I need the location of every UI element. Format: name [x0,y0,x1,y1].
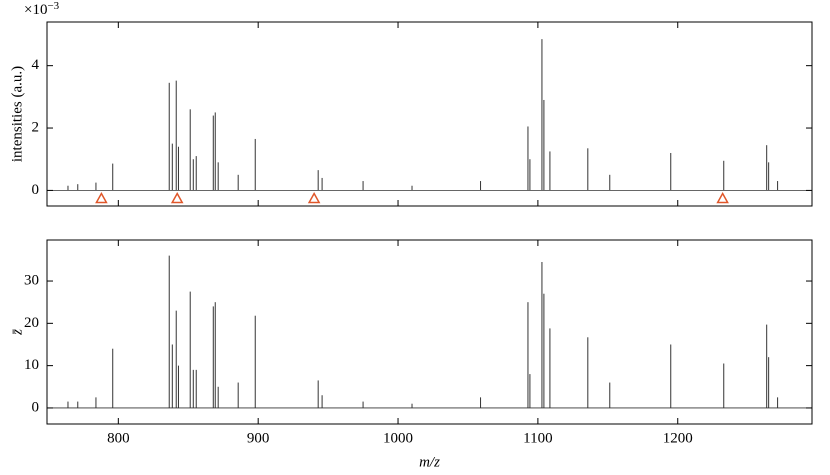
y-scale-label: ×10−3 [24,0,60,18]
y-tick-label: 10 [24,357,39,373]
y-tick-label: 0 [32,399,40,415]
y-tick-label: 0 [32,182,40,198]
x-tick-label: 1100 [523,430,552,446]
x-axis-label: m/z [419,454,440,470]
plot-frame [46,21,813,207]
marker [170,191,184,204]
y-tick-label: 30 [24,272,39,288]
marker [307,191,321,204]
y-tick-label: 20 [24,315,39,331]
y-scale-exponent: −3 [47,0,59,12]
marker [716,191,729,204]
x-tick-label: 800 [107,430,130,446]
y-scale-base: ×10 [24,2,47,18]
plot-frame [46,239,813,425]
x-tick-label: 1000 [383,430,413,446]
y-axis-label: z̄ [9,329,25,336]
x-tick-label: 1200 [663,430,693,446]
y-tick-label: 2 [32,119,40,135]
marker [95,191,108,204]
y-axis-label: intensities (a.u.) [9,66,25,162]
x-tick-label: 900 [247,430,270,446]
y-tick-label: 4 [32,57,40,73]
